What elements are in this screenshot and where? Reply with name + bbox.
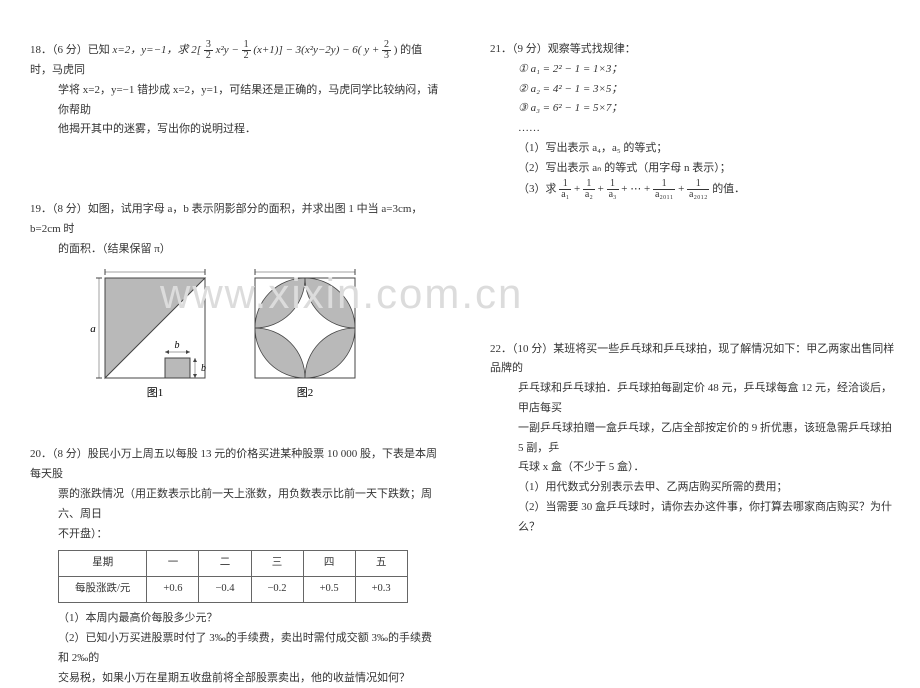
q19-label: 19．（8 分）如图，试用字母 a，b 表示阴影部分的面积，并求出图 1 中当 …: [30, 203, 422, 235]
frac-d: a₂₀₁₁: [653, 190, 675, 200]
frac-a2: 1a₂: [583, 179, 595, 200]
question-18: 18．（6 分）已知 x=2，y=−1，求 2[ 32 x²y − 12 (x+…: [30, 40, 440, 140]
svg-text:b: b: [201, 363, 206, 374]
frac-n: 1: [607, 179, 619, 190]
frac-n: 1: [687, 179, 709, 190]
th-4: 四: [303, 551, 355, 577]
q22-line3: 一副乒乓球拍赠一盒乒乓球，乙店全部按定价的 9 折优惠，该班急需乒乓球拍 5 副…: [490, 419, 900, 459]
plus: +: [621, 183, 630, 195]
frac-n: 1: [559, 179, 571, 190]
q19-line2: 的面积．（结果保留 π）: [30, 240, 440, 260]
q21-l1: ① a₁ = 2² − 1 = 1×3；: [490, 60, 900, 80]
cell: +0.3: [355, 577, 407, 603]
q20-sub2: （2）已知小万买进股票时付了 3‰的手续费，卖出时需付成交额 3‰的手续费和 2…: [30, 629, 440, 669]
th-day: 星期: [59, 551, 147, 577]
q18-line2: 学将 x=2，y=−1 错抄成 x=2，y=1，可结果还是正确的，马虎同学比较纳…: [30, 81, 440, 121]
frac-d: 2: [204, 51, 213, 61]
q21-sub3: （3）求 1a₁ + 1a₂ + 1a₃ + ⋯ + 1a₂₀₁₁ + 1a₂₀…: [490, 179, 900, 200]
right-column: 21．（9 分）观察等式找规律： ① a₁ = 2² − 1 = 1×3； ② …: [460, 0, 920, 629]
stock-table: 星期 一 二 三 四 五 每股涨跌/元 +0.6 −0.4 −0.2 +0.5 …: [58, 550, 408, 603]
th-3: 三: [251, 551, 303, 577]
q20-line2: 票的涨跌情况（用正数表示比前一天上涨数，用负数表示比前一天下跌数；周六、周日: [30, 485, 440, 525]
th-2: 二: [199, 551, 251, 577]
q21-sub3-post: 的值．: [712, 183, 745, 195]
frac-d: a₂: [583, 190, 595, 200]
plus: +: [574, 183, 583, 195]
q21-label: 21．（9 分）观察等式找规律：: [490, 43, 636, 55]
cell: +0.6: [147, 577, 199, 603]
q20-sub2b: 交易税，如果小万在星期五收盘前将全部股票卖出，他的收益情况如何？: [30, 669, 440, 688]
q18-mid1: x²y −: [216, 44, 242, 56]
frac-d: 2: [242, 51, 251, 61]
q22-label: 22．（10 分）某班将买一些乒乓球和乒乓球拍，现了解情况如下：甲乙两家出售同样…: [490, 343, 894, 375]
frac-a2011: 1a₂₀₁₁: [653, 179, 675, 200]
row-label: 每股涨跌/元: [59, 577, 147, 603]
q18-frac2: 12: [242, 40, 251, 61]
svg-text:a: a: [152, 268, 158, 271]
svg-text:图2: 图2: [297, 386, 314, 399]
plus: +: [598, 183, 607, 195]
cell: +0.5: [303, 577, 355, 603]
figure-svg: a a b b: [85, 268, 385, 408]
q20-sub1: （1）本周内最高价每股多少元？: [30, 609, 440, 629]
q22-sub2: （2）当需要 30 盒乒乓球时，请你去办这件事，你打算去哪家商店购买？为什么？: [490, 498, 900, 538]
svg-text:b: b: [175, 340, 180, 351]
q21-sub2: （2）写出表示 aₙ 的等式（用字母 n 表示）；: [490, 159, 900, 179]
question-19: 19．（8 分）如图，试用字母 a，b 表示阴影部分的面积，并求出图 1 中当 …: [30, 200, 440, 415]
q21-sub3-pre: （3）求: [518, 183, 559, 195]
left-column: 18．（6 分）已知 x=2，y=−1，求 2[ 32 x²y − 12 (x+…: [0, 0, 460, 629]
frac-d: a₁: [559, 190, 571, 200]
svg-text:a: a: [90, 323, 96, 335]
table-row: 每股涨跌/元 +0.6 −0.4 −0.2 +0.5 +0.3: [59, 577, 408, 603]
frac-a2012: 1a₂₀₁₂: [687, 179, 709, 200]
frac-n: 1: [583, 179, 595, 190]
plus: +: [678, 183, 687, 195]
question-21: 21．（9 分）观察等式找规律： ① a₁ = 2² − 1 = 1×3； ② …: [490, 40, 900, 200]
table-row: 星期 一 二 三 四 五: [59, 551, 408, 577]
question-22: 22．（10 分）某班将买一些乒乓球和乒乓球拍，现了解情况如下：甲乙两家出售同样…: [490, 340, 900, 538]
q22-line2: 乒乓球和乒乓球拍．乒乓球拍每副定价 48 元，乒乓球每盒 12 元，经洽谈后，甲…: [490, 379, 900, 419]
q18-mid2: (x+1)] − 3(x²y−2y) − 6( y +: [253, 44, 382, 56]
frac-n: 1: [653, 179, 675, 190]
cell: −0.2: [251, 577, 303, 603]
q20-line3: 不开盘）：: [30, 525, 440, 545]
cell: −0.4: [199, 577, 251, 603]
q22-line4: 乓球 x 盒（不少于 5 盒）．: [490, 458, 900, 478]
svg-text:图1: 图1: [147, 386, 164, 399]
q20-label: 20．（8 分）股民小万上周五以每股 13 元的价格买进某种股票 10 000 …: [30, 448, 437, 480]
page: 18．（6 分）已知 x=2，y=−1，求 2[ 32 x²y − 12 (x+…: [0, 0, 920, 629]
frac-a1: 1a₁: [559, 179, 571, 200]
q18-line3: 他揭开其中的迷雾，写出你的说明过程．: [30, 120, 440, 140]
q19-figures: a a b b: [30, 268, 440, 416]
q18-frac3: 23: [382, 40, 391, 61]
plus: +: [644, 183, 653, 195]
q22-sub1: （1）用代数式分别表示去甲、乙两店购买所需的费用；: [490, 478, 900, 498]
frac-d: a₃: [607, 190, 619, 200]
frac-d: 3: [382, 51, 391, 61]
q18-expr-open: 2[: [191, 44, 201, 56]
q21-dots: ……: [490, 119, 900, 139]
q21-sub1: （1）写出表示 a₄，a₅ 的等式；: [490, 139, 900, 159]
q18-label: 18．（6 分）已知: [30, 44, 113, 56]
frac-a3: 1a₃: [607, 179, 619, 200]
th-5: 五: [355, 551, 407, 577]
question-20: 20．（8 分）股民小万上周五以每股 13 元的价格买进某种股票 10 000 …: [30, 445, 440, 688]
q21-l3: ③ a₃ = 6² − 1 = 5×7；: [490, 99, 900, 119]
q21-l2: ② a₂ = 4² − 1 = 3×5；: [490, 80, 900, 100]
th-1: 一: [147, 551, 199, 577]
frac-d: a₂₀₁₂: [687, 190, 709, 200]
svg-text:a: a: [302, 268, 308, 271]
q18-given: x=2，y=−1，求: [113, 44, 192, 56]
dots: ⋯: [630, 183, 641, 195]
q18-frac1: 32: [204, 40, 213, 61]
